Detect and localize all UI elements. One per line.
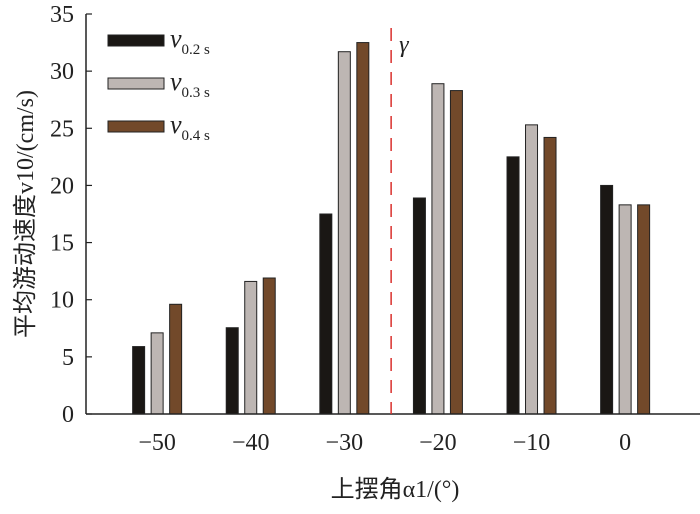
legend-swatch bbox=[107, 34, 165, 47]
legend-label: v0.3 s bbox=[170, 67, 210, 101]
bar-v0.3s--30 bbox=[337, 51, 351, 415]
x-axis-label: 上摆角α1/(°) bbox=[331, 476, 460, 503]
x-tick-label: −20 bbox=[419, 430, 457, 456]
bar-v0.3s--40 bbox=[244, 280, 258, 415]
y-tick-label: 5 bbox=[62, 345, 74, 371]
x-tick-label: −30 bbox=[326, 430, 364, 456]
bar-v0.2s-0 bbox=[600, 184, 614, 415]
y-tick-label: 20 bbox=[50, 173, 74, 199]
legend-label: v0.4 s bbox=[170, 110, 210, 144]
bar-v0.4s--10 bbox=[543, 136, 557, 415]
bar-v0.2s--30 bbox=[319, 213, 333, 415]
x-tick-label: −40 bbox=[232, 430, 270, 456]
y-tick-label: 10 bbox=[50, 288, 74, 314]
bar-v0.4s-0 bbox=[637, 204, 651, 415]
y-tick-label: 25 bbox=[50, 116, 74, 142]
bar-v0.4s--30 bbox=[356, 42, 370, 415]
bar-v0.2s--40 bbox=[225, 327, 239, 415]
legend-swatch bbox=[107, 120, 165, 133]
bar-v0.4s--50 bbox=[169, 303, 183, 415]
bar-v0.3s--50 bbox=[150, 332, 164, 415]
bar-v0.2s--50 bbox=[132, 346, 146, 415]
bar-v0.2s--20 bbox=[412, 197, 426, 415]
bar-v0.3s--10 bbox=[525, 124, 539, 415]
bar-v0.3s--20 bbox=[431, 83, 445, 415]
legend: v0.2 s v0.3 s v0.4 s bbox=[107, 24, 210, 144]
bar-v0.3s-0 bbox=[618, 204, 632, 415]
bar-v0.4s--20 bbox=[449, 90, 463, 415]
y-tick-label: 30 bbox=[50, 59, 74, 85]
bar-v0.2s--10 bbox=[506, 156, 520, 415]
x-tick-label: −10 bbox=[513, 430, 551, 456]
y-tick-label: 35 bbox=[50, 2, 74, 28]
x-tick-label: 0 bbox=[619, 430, 631, 456]
gamma-label: γ bbox=[399, 32, 409, 58]
y-axis-label: 平均游动速度v10/(cm/s) bbox=[12, 90, 39, 338]
x-tick-label: −50 bbox=[138, 430, 176, 456]
bar-v0.4s--40 bbox=[262, 277, 276, 415]
legend-label: v0.2 s bbox=[170, 24, 210, 58]
y-tick-label: 0 bbox=[62, 402, 74, 428]
y-tick-label: 15 bbox=[50, 231, 74, 257]
legend-swatch bbox=[107, 77, 165, 90]
